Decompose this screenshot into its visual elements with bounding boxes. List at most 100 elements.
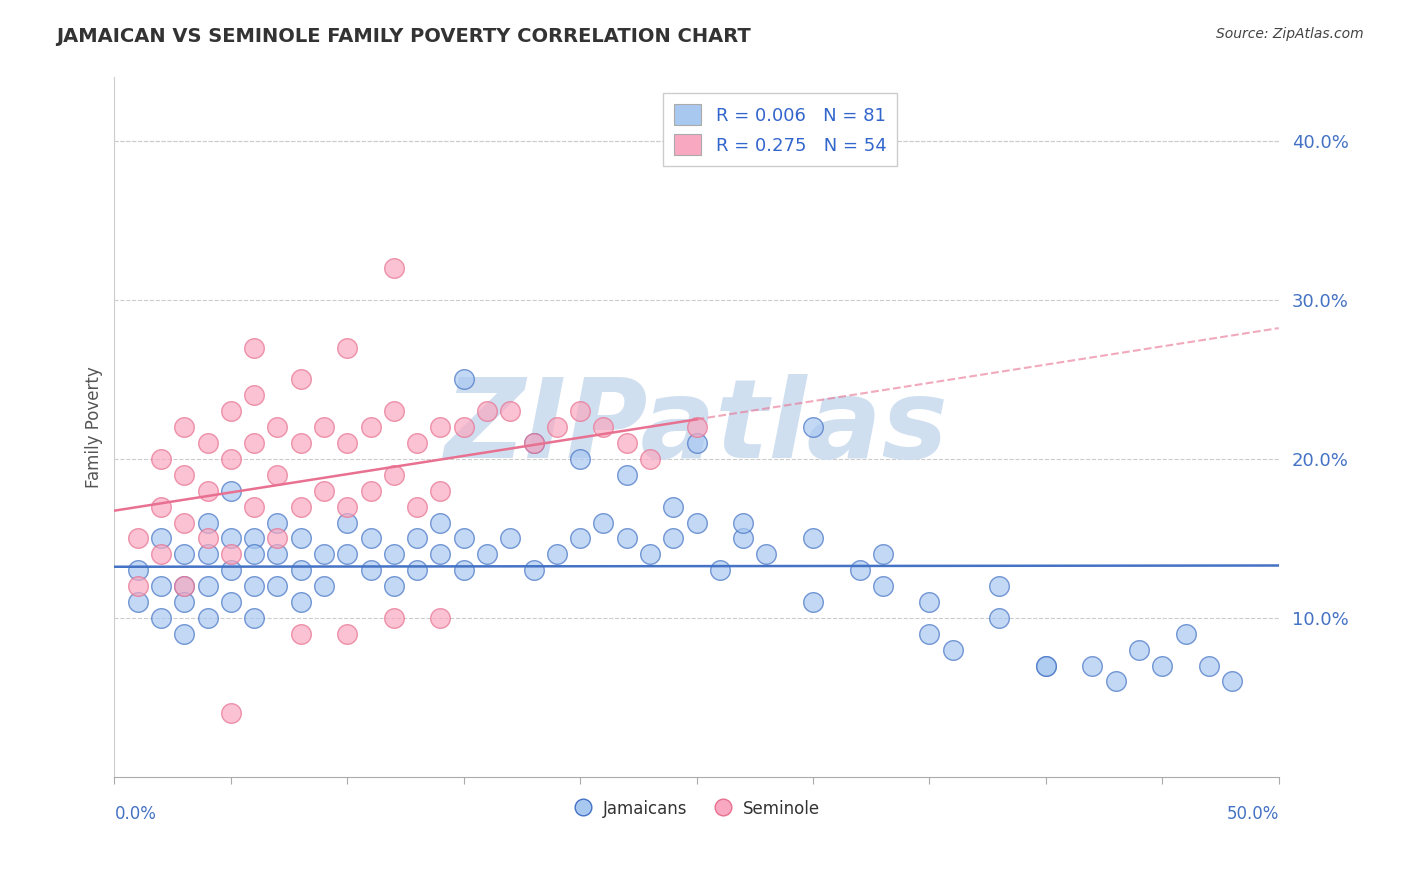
Point — [336, 341, 359, 355]
Point — [755, 547, 778, 561]
Legend: Jamaicans, Seminole: Jamaicans, Seminole — [567, 793, 827, 824]
Point — [266, 532, 288, 546]
Point — [1152, 658, 1174, 673]
Point — [872, 579, 894, 593]
Point — [592, 420, 614, 434]
Point — [733, 516, 755, 530]
Point — [336, 627, 359, 641]
Point — [173, 595, 195, 609]
Point — [499, 404, 522, 418]
Point — [173, 420, 195, 434]
Point — [336, 500, 359, 514]
Point — [522, 563, 544, 577]
Point — [638, 452, 661, 467]
Point — [266, 420, 288, 434]
Point — [382, 404, 405, 418]
Point — [219, 404, 242, 418]
Point — [360, 532, 382, 546]
Point — [197, 516, 219, 530]
Point — [453, 372, 475, 386]
Point — [219, 483, 242, 498]
Text: 0.0%: 0.0% — [114, 805, 156, 822]
Point — [616, 532, 638, 546]
Point — [360, 483, 382, 498]
Point — [616, 467, 638, 482]
Point — [219, 547, 242, 561]
Point — [290, 436, 312, 450]
Point — [219, 452, 242, 467]
Point — [312, 420, 335, 434]
Point — [127, 595, 149, 609]
Point — [173, 579, 195, 593]
Point — [290, 595, 312, 609]
Point — [1081, 658, 1104, 673]
Point — [149, 452, 172, 467]
Point — [312, 547, 335, 561]
Point — [429, 547, 451, 561]
Point — [569, 532, 592, 546]
Point — [382, 611, 405, 625]
Point — [266, 467, 288, 482]
Point — [173, 467, 195, 482]
Point — [290, 500, 312, 514]
Text: JAMAICAN VS SEMINOLE FAMILY POVERTY CORRELATION CHART: JAMAICAN VS SEMINOLE FAMILY POVERTY CORR… — [56, 27, 751, 45]
Text: 50.0%: 50.0% — [1226, 805, 1278, 822]
Point — [336, 436, 359, 450]
Point — [336, 516, 359, 530]
Point — [1035, 658, 1057, 673]
Point — [942, 642, 965, 657]
Point — [569, 404, 592, 418]
Point — [406, 563, 429, 577]
Point — [360, 563, 382, 577]
Point — [243, 500, 266, 514]
Point — [429, 611, 451, 625]
Point — [219, 706, 242, 721]
Point — [801, 532, 824, 546]
Point — [872, 547, 894, 561]
Point — [290, 532, 312, 546]
Point — [360, 420, 382, 434]
Point — [243, 341, 266, 355]
Point — [1198, 658, 1220, 673]
Point — [429, 516, 451, 530]
Point — [429, 483, 451, 498]
Point — [382, 467, 405, 482]
Point — [197, 579, 219, 593]
Point — [685, 420, 707, 434]
Point — [453, 420, 475, 434]
Point — [1174, 627, 1197, 641]
Point — [733, 532, 755, 546]
Point — [382, 579, 405, 593]
Point — [219, 532, 242, 546]
Point — [127, 563, 149, 577]
Point — [197, 483, 219, 498]
Point — [522, 436, 544, 450]
Point — [243, 579, 266, 593]
Point — [266, 579, 288, 593]
Point — [173, 627, 195, 641]
Point — [918, 595, 941, 609]
Point — [243, 611, 266, 625]
Point — [197, 611, 219, 625]
Point — [173, 516, 195, 530]
Text: ZIPatlas: ZIPatlas — [444, 374, 949, 481]
Point — [197, 436, 219, 450]
Point — [149, 532, 172, 546]
Point — [546, 420, 568, 434]
Point — [312, 579, 335, 593]
Point — [801, 595, 824, 609]
Point — [988, 579, 1011, 593]
Point — [848, 563, 870, 577]
Point — [709, 563, 731, 577]
Point — [382, 547, 405, 561]
Point — [616, 436, 638, 450]
Point — [149, 579, 172, 593]
Point — [429, 420, 451, 434]
Point — [127, 532, 149, 546]
Point — [685, 436, 707, 450]
Point — [1220, 674, 1243, 689]
Point — [173, 579, 195, 593]
Point — [127, 579, 149, 593]
Point — [918, 627, 941, 641]
Point — [243, 436, 266, 450]
